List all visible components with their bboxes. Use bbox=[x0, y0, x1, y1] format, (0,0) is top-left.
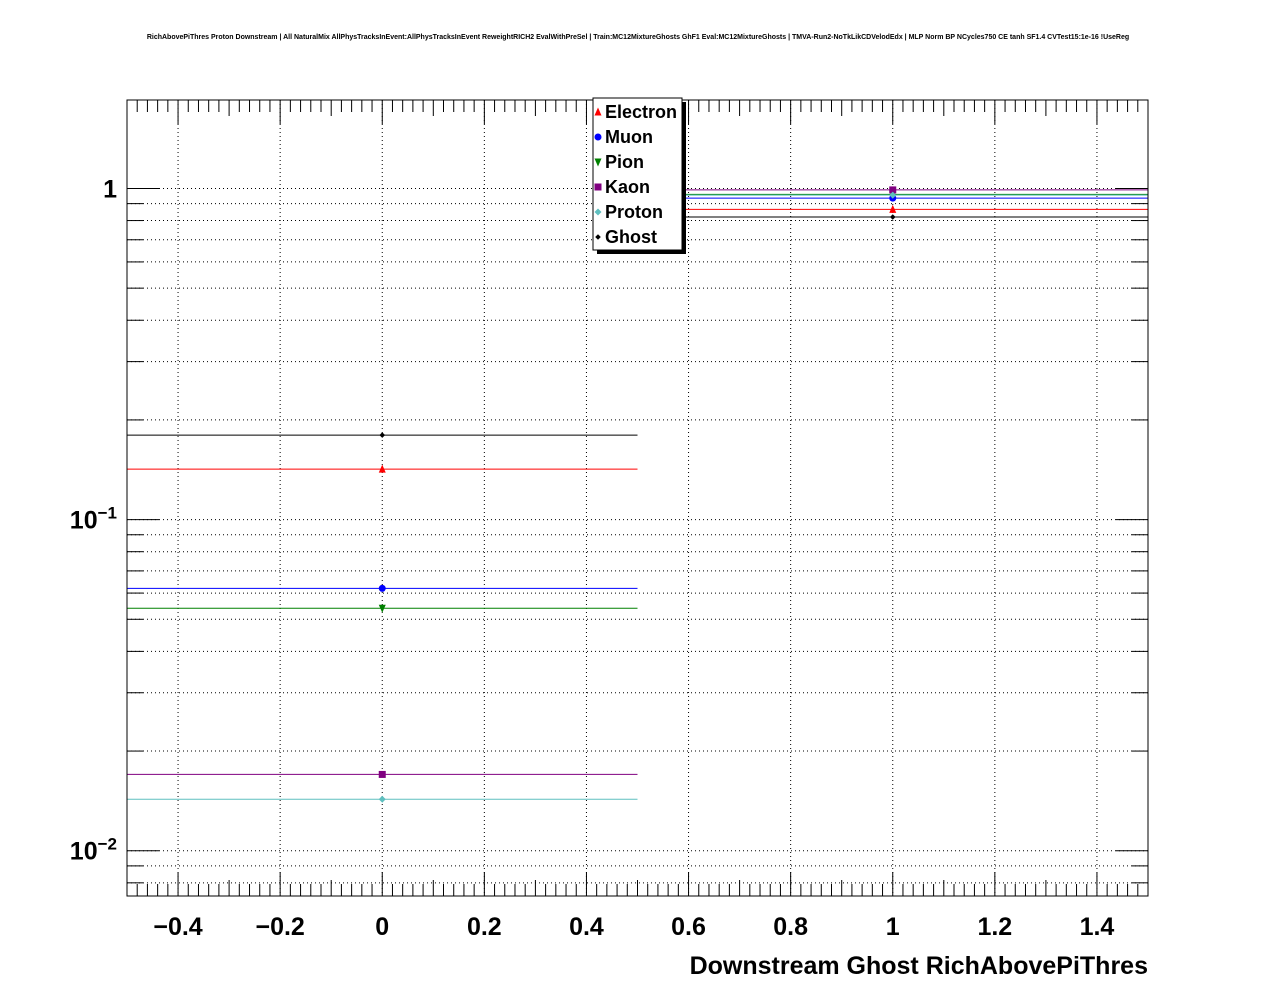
data-point bbox=[378, 770, 386, 778]
x-tick-label: 0.6 bbox=[671, 913, 706, 941]
x-tick-label: 0.2 bbox=[467, 913, 502, 941]
x-axis-title: Downstream Ghost RichAbovePiThres bbox=[690, 952, 1148, 980]
series-proton bbox=[127, 191, 1148, 803]
legend-label: Pion bbox=[605, 152, 644, 172]
series-electron bbox=[127, 204, 1148, 473]
legend-marker bbox=[594, 183, 602, 191]
grid-layer bbox=[127, 100, 1148, 896]
legend-label: Kaon bbox=[605, 177, 650, 197]
x-tick-label: −0.4 bbox=[153, 913, 202, 941]
y-tick-label: 1 bbox=[103, 175, 117, 203]
legend-box bbox=[592, 97, 683, 251]
x-tick-label: −0.2 bbox=[255, 913, 304, 941]
legend: Electron Muon Pion Kaon Proton Ghost bbox=[592, 97, 686, 254]
x-tick-label: 0 bbox=[375, 913, 389, 941]
legend-marker bbox=[594, 158, 602, 167]
legend-label: Ghost bbox=[605, 227, 657, 247]
x-tick-label: 0.8 bbox=[773, 913, 808, 941]
data-point bbox=[378, 604, 386, 613]
series-kaon bbox=[127, 186, 1148, 778]
data-point bbox=[889, 191, 897, 199]
legend-marker bbox=[595, 234, 601, 240]
y-tick-label: 10−2 bbox=[70, 835, 117, 866]
labels-layer: −0.4 −0.2 0 0.2 0.4 0.6 0.8 1 1.2 1.4 1 10−1 10−2 bbox=[70, 175, 1115, 941]
data-point bbox=[379, 432, 386, 438]
chart-title: RichAbovePiThres Proton Downstream | All… bbox=[146, 34, 1130, 41]
x-tick-label: 1.4 bbox=[1080, 913, 1115, 941]
legend-marker bbox=[594, 208, 602, 216]
data-layer bbox=[127, 186, 1148, 803]
x-tick-label: 1.2 bbox=[977, 913, 1012, 941]
x-tick-label: 0.4 bbox=[569, 913, 604, 941]
data-point bbox=[889, 214, 896, 220]
data-point bbox=[378, 584, 386, 592]
ticks-layer bbox=[127, 100, 1148, 896]
legend-label: Muon bbox=[605, 127, 653, 147]
data-point bbox=[378, 795, 386, 803]
legend-label: Proton bbox=[605, 202, 663, 222]
data-point bbox=[889, 204, 897, 213]
series-ghost bbox=[127, 214, 1148, 438]
x-tick-label: 1 bbox=[886, 913, 900, 941]
legend-label: Electron bbox=[605, 102, 677, 122]
data-point bbox=[378, 464, 386, 473]
y-tick-label: 10−1 bbox=[70, 504, 117, 535]
series-pion bbox=[127, 190, 1148, 613]
legend-marker bbox=[594, 107, 602, 116]
data-point bbox=[889, 186, 897, 194]
legend-marker bbox=[594, 133, 602, 141]
